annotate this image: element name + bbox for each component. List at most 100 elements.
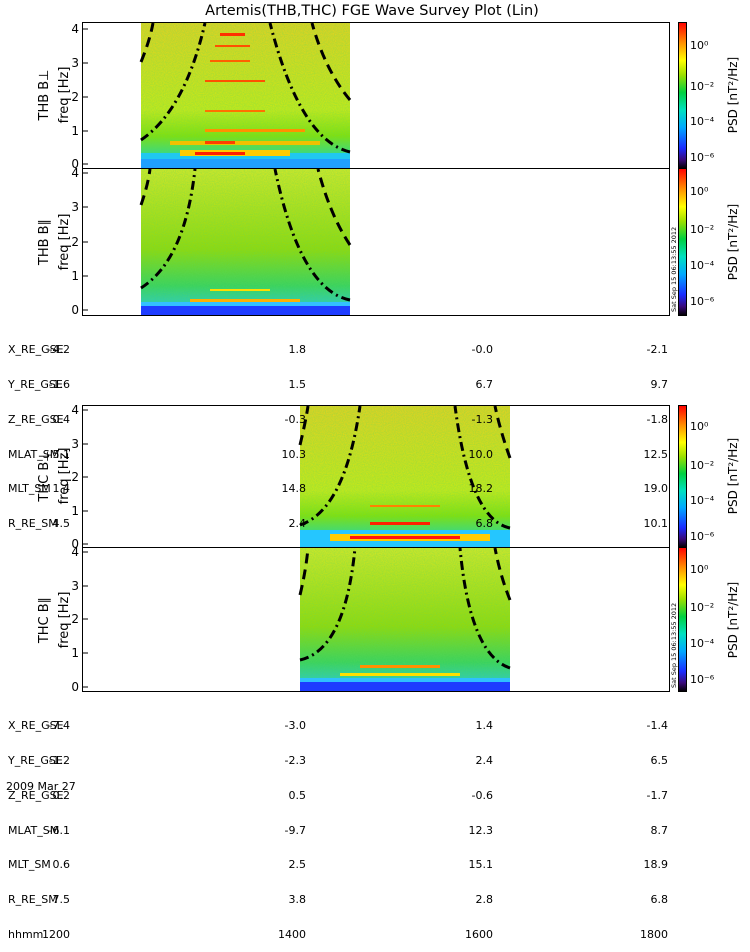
ephem-label: X_RE_GSE <box>8 343 64 357</box>
model-curves <box>140 22 511 670</box>
ephem-value: -2.1 <box>646 343 668 357</box>
ephem-value: -6.1 <box>48 823 70 837</box>
colorbar-tick: 10⁻⁶ <box>690 151 715 164</box>
ephem-label: MLAT_SM <box>8 447 60 461</box>
colorbar-tick: 10⁻⁶ <box>690 530 715 543</box>
colorbar-title: PSD [nT²/Hz] <box>726 438 740 514</box>
colorbar-title: PSD [nT²/Hz] <box>726 204 740 280</box>
ephem-value: 10.3 <box>281 447 307 461</box>
y-tick-label: 3 <box>71 200 79 214</box>
y-tick-label: 0 <box>71 303 79 317</box>
y-tick-label: 1 <box>71 646 79 660</box>
y-tick-label: 2 <box>71 235 79 249</box>
ephemeris-top: X_RE_GSE -4.2 1.8 -0.0 -2.1 Y_RE_GSE -1.6 1.5 6… <box>8 321 668 541</box>
panel-probe-label: THC B∥ <box>37 597 52 644</box>
ephem-value: -7.4 <box>48 719 70 733</box>
ephem-row: MLT_SM 0.6 2.5 15.1 18.9 <box>8 859 668 871</box>
ephem-row: X_RE_GSE -4.2 1.8 -0.0 -2.1 <box>8 344 668 356</box>
colorbar-tick: 10⁻⁴ <box>690 115 715 128</box>
chart-title: Artemis(THB,THC) FGE Wave Survey Plot (L… <box>205 3 539 19</box>
y-tick-label: 2 <box>71 612 79 626</box>
y-tick-label: 1 <box>71 269 79 283</box>
ephem-row: MLAT_SM -5.1 10.3 10.0 12.5 <box>8 447 669 461</box>
ephem-row: R_RE_SM 4.5 2.4 6.8 10.1 <box>8 518 668 530</box>
ephem-row: MLT_SM 1.4 14.8 18.2 19.0 <box>8 483 668 495</box>
ephem-value: 14.8 <box>281 482 307 496</box>
colorbar-tick: 10⁻⁴ <box>690 637 715 650</box>
ephem-value: -5.1 <box>48 447 70 461</box>
ephem-value: 1.4 <box>475 719 494 733</box>
ephem-value: 3.8 <box>288 893 307 907</box>
model-curves-dashed <box>139 22 512 601</box>
panel-unit-label: freq [Hz] <box>57 592 72 649</box>
colorbar-tick: 10⁰ <box>690 420 709 433</box>
y-tick-label: 0 <box>71 537 79 551</box>
wave-survey-figure: Artemis(THB,THC) FGE Wave Survey Plot (L… <box>37 3 740 694</box>
ephem-value: 12.3 <box>468 823 494 837</box>
ephem-value: 0.4 <box>52 412 71 426</box>
ephem-value: -1.6 <box>48 377 70 391</box>
ephem-value: 18.2 <box>468 482 494 496</box>
thb-bpar-spectrogram <box>141 169 350 315</box>
y-tick-label: 4 <box>71 403 79 417</box>
colorbar-titles: PSD [nT²/Hz] PSD [nT²/Hz] PSD [nT²/Hz] P… <box>726 57 740 658</box>
y-tick-label: 3 <box>71 56 79 70</box>
y-axis-titles: THB B⊥ freq [Hz] THB B∥ freq [Hz] THC B⊥… <box>37 67 72 649</box>
y-tick-label: 0 <box>71 157 79 171</box>
y-tick-label: 4 <box>71 545 79 559</box>
ephem-value: 15.1 <box>468 858 494 872</box>
ephem-row: Y_RE_GSE -1.6 1.5 6.7 9.7 <box>8 379 668 391</box>
ephem-value: -4.2 <box>48 343 70 357</box>
y-tick-label: 1 <box>71 124 79 138</box>
colorbar-tick: 10⁰ <box>690 563 709 576</box>
y-tick-label: 4 <box>71 22 79 36</box>
colorbar-title: PSD [nT²/Hz] <box>726 582 740 658</box>
ephem-row: MLAT_SM -6.1 -9.7 12.3 8.7 <box>8 823 668 837</box>
ephem-value: 0.2 <box>52 788 71 802</box>
timestamps: Sat Sep 15 06:13:55 2012 Sat Sep 15 06:1… <box>670 227 678 688</box>
thc-bperp-spectrogram <box>300 406 510 547</box>
y-tick-label: 3 <box>71 579 79 593</box>
panel-probe-label: THB B∥ <box>37 219 52 266</box>
thc-bpar-spectrogram <box>300 548 510 691</box>
ephem-value: 1.5 <box>288 377 307 391</box>
date-label: 2009 Mar 27 <box>6 780 76 793</box>
colorbar-tick-labels: 10⁰ 10⁻² 10⁻⁴ 10⁻⁶ 10⁰ 10⁻² 10⁻⁴ 10⁻⁶ 10… <box>690 39 715 686</box>
ephem-row: Z_RE_GSE 0.4 -0.3 -1.3 -1.8 <box>8 414 668 426</box>
y-tick-label: 0 <box>71 680 79 694</box>
ephem-value: -2.3 <box>284 753 306 767</box>
panel-probe-label: THB B⊥ <box>37 69 52 121</box>
ephem-value: -3.0 <box>284 719 306 733</box>
ephem-value: 6.5 <box>650 753 669 767</box>
ephem-value: 12.5 <box>643 447 669 461</box>
ephem-value: 1200 <box>42 927 70 941</box>
ephem-value: 19.0 <box>643 482 669 496</box>
y-axis-ticks <box>82 28 88 688</box>
y-tick-label: 2 <box>71 470 79 484</box>
colorbar-tick: 10⁰ <box>690 39 709 52</box>
ephem-label: Z_RE_GSE <box>8 412 64 426</box>
ephem-row: Z_RE_GSE 0.2 0.5 -0.6 -1.7 <box>8 790 668 802</box>
colorbar-title: PSD [nT²/Hz] <box>726 57 740 133</box>
ephem-value: 1600 <box>465 927 493 941</box>
colorbar-tick: 10⁻² <box>690 80 714 93</box>
ephem-value: 2.5 <box>288 858 307 872</box>
y-tick-label: 1 <box>71 504 79 518</box>
ephem-row: R_RE_SM 7.5 3.8 2.8 6.8 <box>8 894 668 906</box>
ephem-row: Y_RE_GSE -1.2 -2.3 2.4 6.5 <box>8 755 668 767</box>
colorbars <box>678 22 687 692</box>
y-tick-label: 4 <box>71 166 79 180</box>
ephem-value: -0.0 <box>471 343 493 357</box>
ephem-value: 1800 <box>640 927 668 941</box>
ephem-value: 6.8 <box>475 517 494 531</box>
ephem-value: 7.5 <box>52 893 71 907</box>
ephem-value: 0.5 <box>288 788 307 802</box>
ephem-value: -1.2 <box>48 753 70 767</box>
ephem-value: 6.7 <box>475 377 494 391</box>
y-tick-label: 3 <box>71 437 79 451</box>
ephemeris-bottom: X_RE_GSE -7.4 -3.0 1.4 -1.4 Y_RE_GSE -1.2 -2.3… <box>8 697 668 952</box>
thb-bperp-spectrogram <box>141 23 350 168</box>
ephem-value: 6.8 <box>650 893 669 907</box>
ephem-value: -0.6 <box>471 788 493 802</box>
colorbar-tick: 10⁻² <box>690 459 714 472</box>
